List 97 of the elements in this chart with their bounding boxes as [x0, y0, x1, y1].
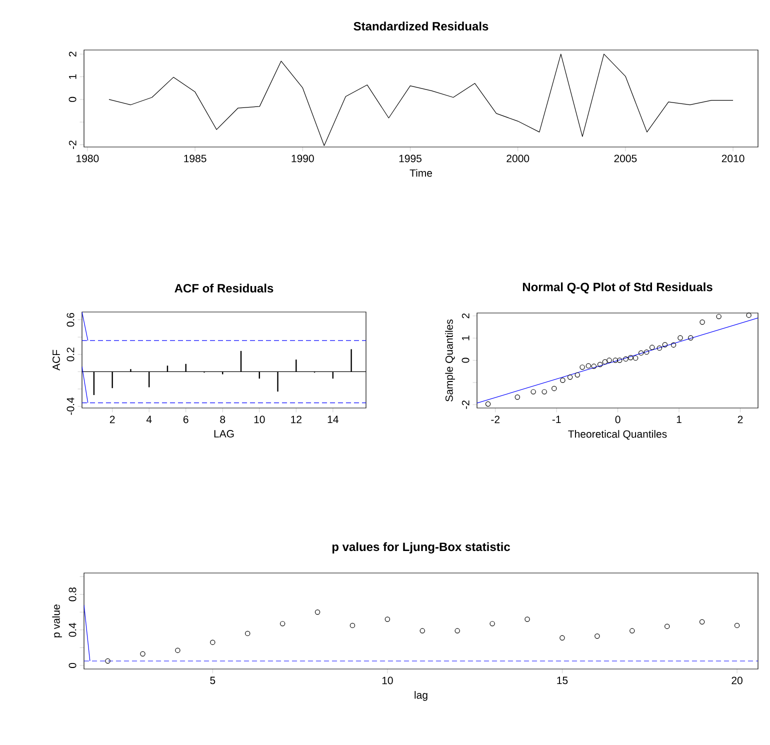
- y-axis-title: ACF: [52, 350, 60, 370]
- x-tick-label: 0: [615, 416, 620, 424]
- y-tick-label: 0.8: [68, 587, 76, 602]
- chart-title: Standardized Residuals: [354, 22, 488, 31]
- y-tick-label: -0.4: [66, 398, 74, 415]
- point: [699, 619, 705, 624]
- point: [586, 363, 592, 368]
- point: [552, 386, 557, 392]
- chart-title: ACF of Residuals: [174, 284, 274, 293]
- x-tick-label: 10: [382, 676, 393, 684]
- point: [454, 628, 460, 634]
- point: [420, 628, 426, 634]
- point: [688, 335, 694, 340]
- point: [514, 394, 520, 400]
- point: [602, 359, 608, 364]
- point: [638, 350, 644, 356]
- x-tick-label: 14: [328, 416, 338, 423]
- point: [650, 344, 655, 350]
- x-tick-label: 2005: [614, 154, 637, 162]
- point: [175, 648, 180, 653]
- point: [716, 314, 722, 320]
- point: [485, 401, 491, 407]
- x-axis-title: Theoretical Quantiles: [568, 430, 667, 440]
- x-tick-label: 1990: [292, 154, 314, 162]
- point: [490, 621, 495, 626]
- point: [567, 374, 573, 380]
- x-tick-label: 1995: [399, 154, 422, 162]
- x-tick-label: -1: [552, 416, 561, 423]
- x-tick-label: 5: [210, 676, 216, 684]
- y-tick-label: -2: [68, 140, 76, 149]
- x-tick-label: 2010: [722, 154, 744, 162]
- point: [245, 630, 250, 636]
- y-tick-label: 0: [462, 358, 470, 363]
- x-tick-label: 1985: [184, 154, 206, 162]
- chart-title: Normal Q-Q Plot of Std Residuals: [522, 282, 712, 294]
- point: [628, 355, 634, 360]
- point: [524, 616, 530, 622]
- x-tick-label: 6: [183, 416, 188, 424]
- point: [746, 312, 752, 318]
- point: [574, 372, 580, 378]
- x-tick-label: 10: [254, 416, 265, 424]
- point: [612, 358, 618, 363]
- chart-title: p values for Ljung-Box statistic: [332, 542, 510, 554]
- y-tick-label: 0: [68, 96, 76, 102]
- point: [656, 345, 662, 351]
- point: [542, 389, 547, 394]
- point: [280, 621, 286, 626]
- point: [632, 355, 638, 361]
- x-axis-title: Time: [410, 169, 432, 177]
- point: [664, 624, 670, 629]
- point: [597, 362, 603, 368]
- y-tick-label: 1: [462, 336, 470, 340]
- point: [678, 335, 683, 340]
- point: [384, 616, 390, 622]
- x-tick-label: 1980: [76, 154, 99, 162]
- point: [617, 358, 622, 363]
- y-tick-label: 0.4: [68, 622, 76, 637]
- x-tick-label: 12: [291, 416, 302, 424]
- point: [580, 364, 585, 370]
- y-tick-label: 1: [69, 74, 76, 79]
- x-tick-label: 15: [557, 676, 568, 684]
- point: [700, 320, 705, 325]
- x-tick-label: 8: [220, 416, 226, 424]
- point: [734, 622, 740, 628]
- point: [594, 634, 600, 639]
- x-axis-title: lag: [414, 691, 428, 701]
- point: [662, 342, 668, 348]
- y-tick-label: 0.6: [66, 312, 74, 327]
- point: [644, 349, 650, 355]
- x-tick-label: 1: [676, 416, 682, 423]
- y-axis-title: Sample Quantiles: [445, 319, 455, 402]
- point: [591, 364, 597, 369]
- point: [606, 358, 612, 363]
- y-axis-title: p value: [52, 604, 62, 638]
- x-tick-label: 20: [732, 676, 742, 684]
- x-tick-label: 2: [110, 416, 115, 424]
- point: [314, 610, 320, 615]
- point: [210, 640, 216, 645]
- x-tick-label: 4: [146, 416, 152, 423]
- point: [350, 622, 356, 628]
- x-tick-label: 2000: [506, 154, 530, 162]
- point: [670, 342, 676, 348]
- x-tick-label: -2: [491, 416, 500, 424]
- point: [623, 356, 628, 362]
- y-tick-label: 0: [68, 662, 76, 668]
- y-tick-label: 0.2: [66, 348, 74, 362]
- x-tick-label: 2: [738, 416, 743, 424]
- x-axis-title: LAG: [214, 430, 234, 438]
- point: [630, 628, 635, 634]
- y-tick-label: -2: [462, 400, 470, 409]
- point: [530, 389, 536, 394]
- y-tick-label: 2: [68, 52, 76, 56]
- point: [105, 658, 110, 664]
- point: [560, 378, 566, 383]
- y-tick-label: 2: [462, 313, 470, 318]
- point: [560, 635, 565, 640]
- point: [140, 651, 146, 656]
